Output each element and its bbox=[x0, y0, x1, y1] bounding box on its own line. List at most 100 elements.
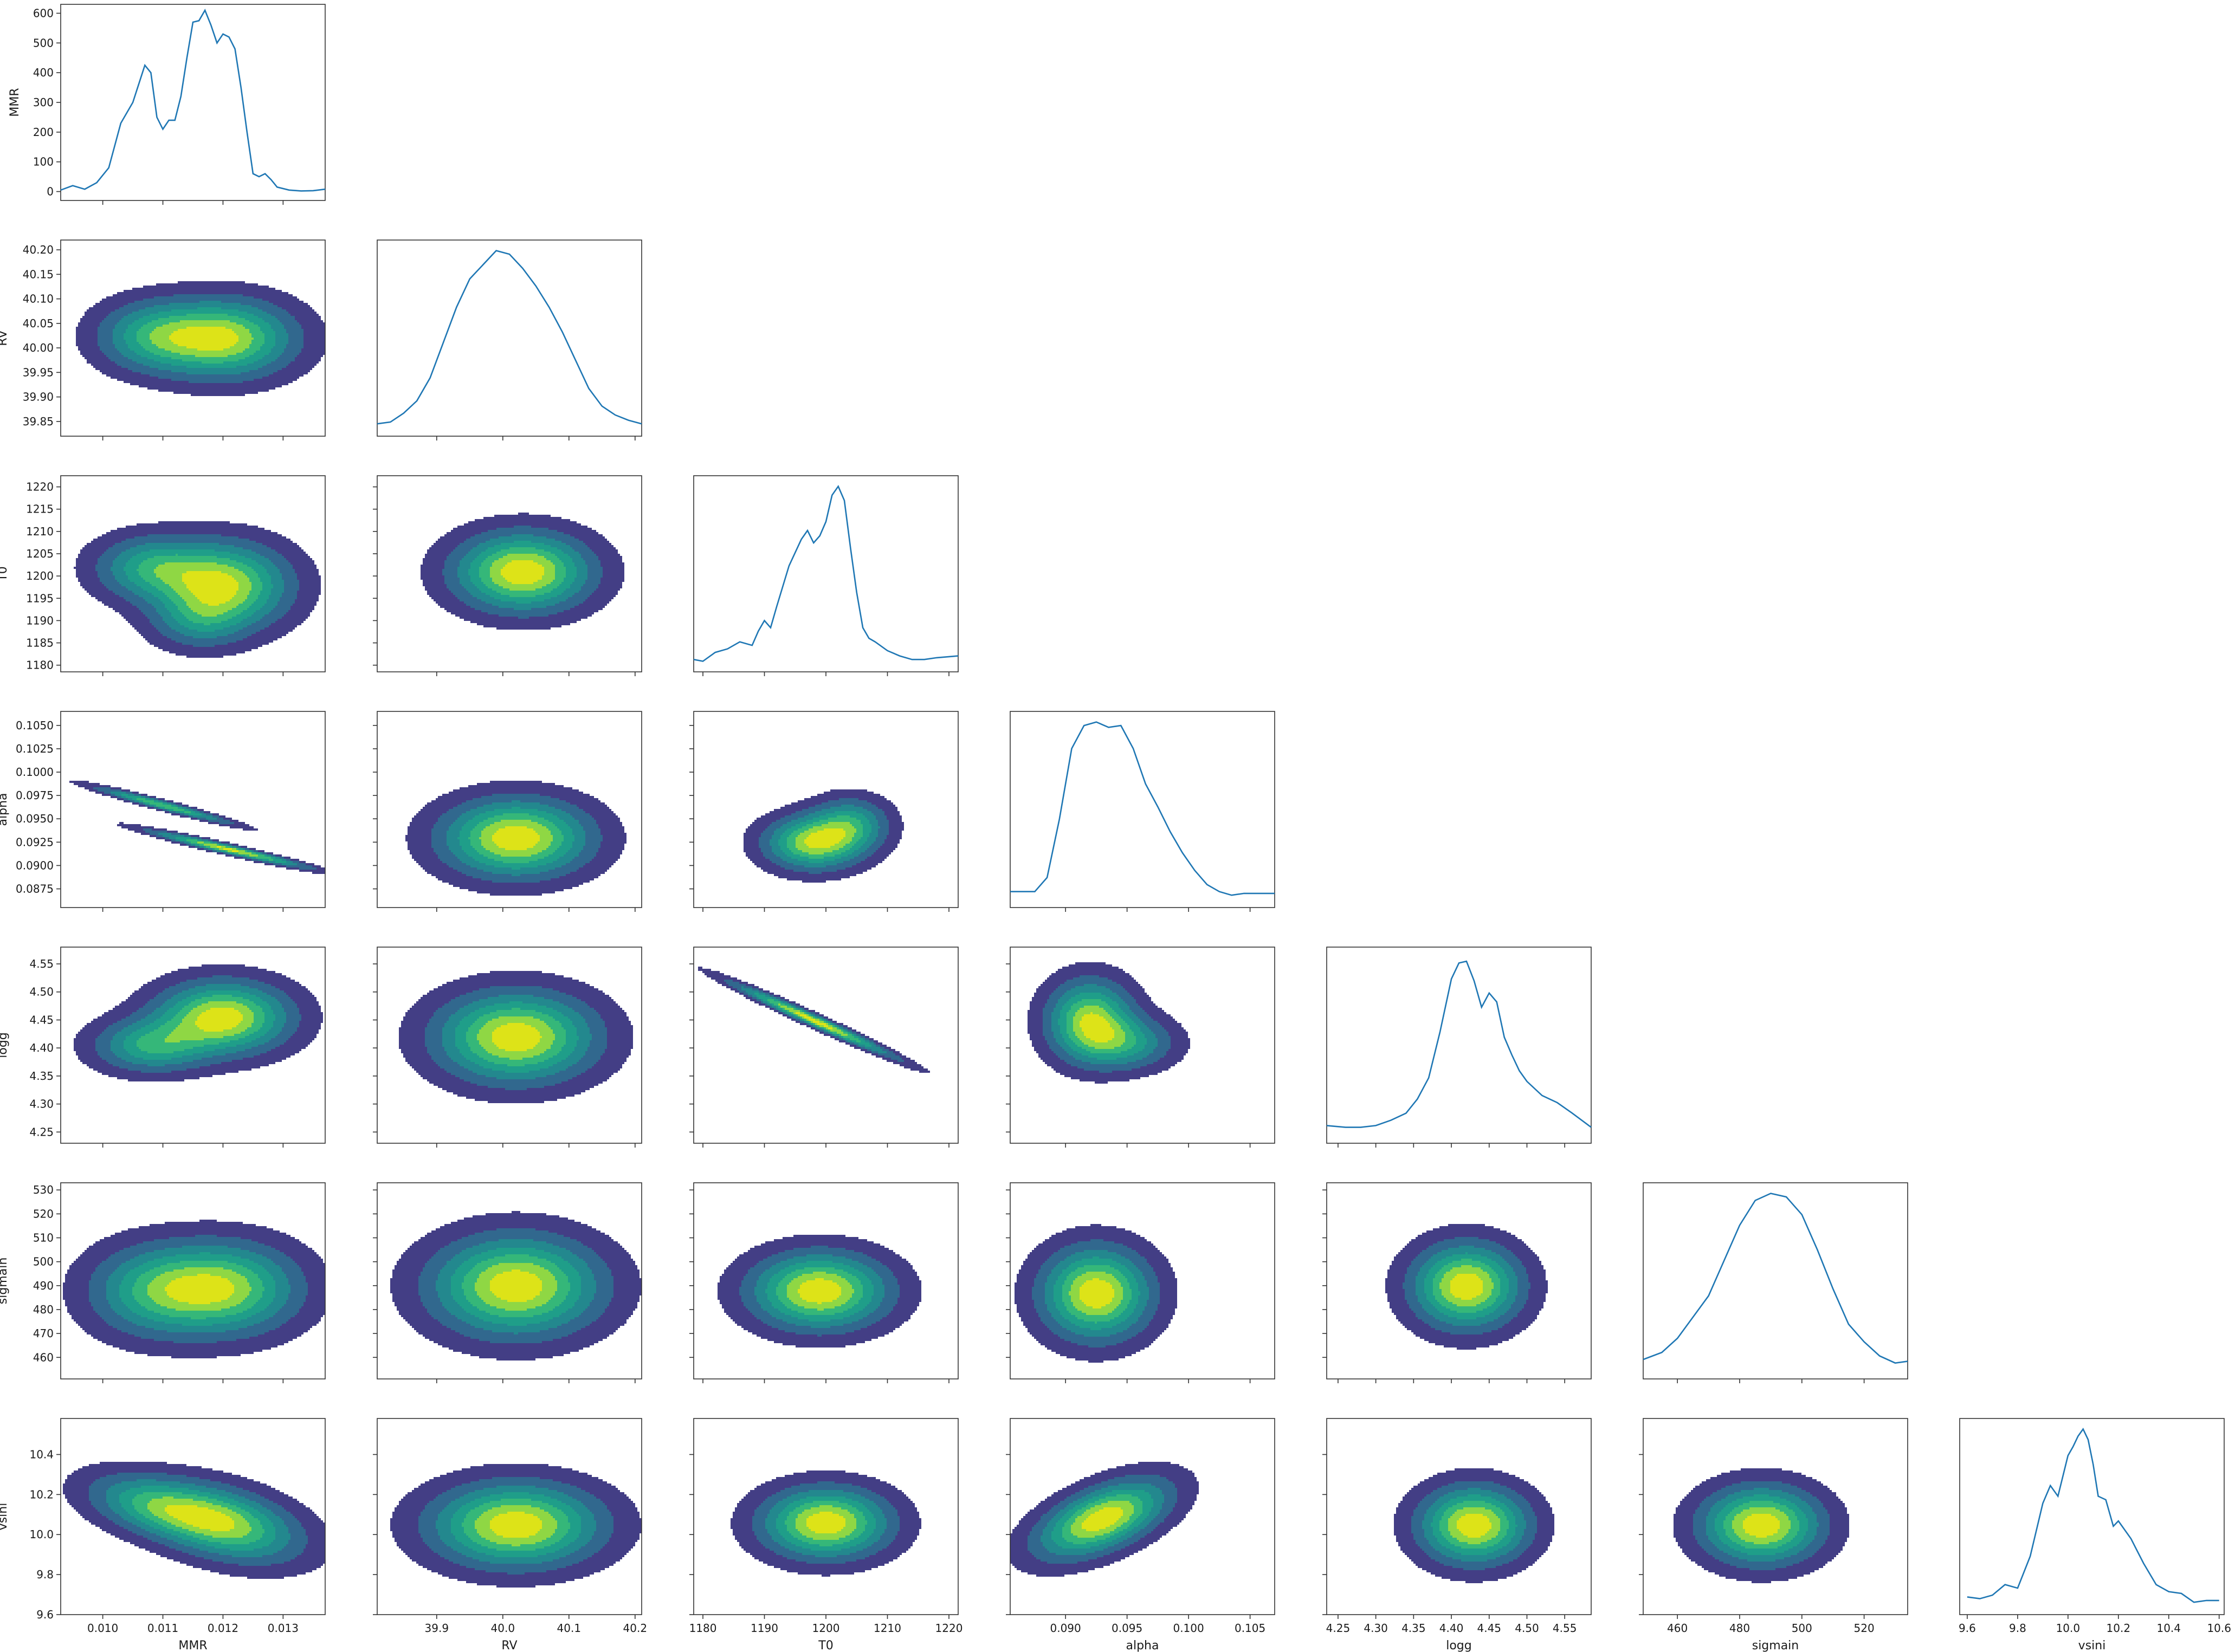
density-level-7 bbox=[1082, 1507, 1123, 1531]
y-tick-label: 40.10 bbox=[23, 293, 54, 306]
y-tick-label: 600 bbox=[33, 7, 54, 20]
density-level-7 bbox=[806, 1512, 845, 1533]
density-level-7 bbox=[1457, 1514, 1491, 1538]
panel-RV-sigmain bbox=[373, 1182, 642, 1383]
y-tick-label: 9.6 bbox=[36, 1608, 54, 1621]
x-tick-label: 4.40 bbox=[1439, 1622, 1464, 1635]
panel-diag-sigmain bbox=[1643, 1182, 1908, 1383]
panel-diag-alpha bbox=[1010, 711, 1275, 912]
y-tick-label: 510 bbox=[33, 1232, 54, 1245]
panel-alpha-vsini: 0.090 0.095 0.100 0.105 alpha bbox=[1006, 1418, 1275, 1652]
panel-T0-logg bbox=[689, 947, 959, 1148]
density-level-7 bbox=[1080, 1278, 1114, 1308]
density-level-1 bbox=[69, 781, 325, 874]
x-tick-label: 0.011 bbox=[147, 1622, 178, 1635]
y-tick-label: 4.55 bbox=[29, 957, 54, 970]
panel-frame bbox=[60, 475, 326, 672]
y-tick-label: 0.0900 bbox=[16, 859, 54, 872]
y-axis-label: vsini bbox=[0, 1503, 10, 1531]
panel-logg-sigmain bbox=[1322, 1182, 1592, 1383]
panel-diag-T0 bbox=[693, 475, 959, 676]
x-tick-label: 10.0 bbox=[2056, 1622, 2081, 1635]
y-tick-label: 520 bbox=[33, 1207, 54, 1220]
y-tick-label: 500 bbox=[33, 36, 54, 49]
y-tick-label: 1205 bbox=[26, 547, 54, 560]
y-tick-label: 39.90 bbox=[23, 391, 54, 404]
density-level-7 bbox=[501, 560, 544, 584]
panel-RV-vsini: 39.9 40.0 40.1 40.2 RV bbox=[373, 1418, 647, 1652]
density-level-7 bbox=[1450, 1274, 1483, 1300]
y-tick-label: 1210 bbox=[26, 525, 54, 538]
panel-frame bbox=[377, 475, 642, 672]
density-level-5 bbox=[137, 798, 273, 861]
panel-frame bbox=[60, 1418, 326, 1615]
density-curve bbox=[1643, 1193, 1908, 1364]
panel-diag-RV bbox=[377, 239, 642, 440]
y-tick-label: 0.1025 bbox=[16, 742, 54, 755]
y-tick-label: 0 bbox=[47, 185, 54, 198]
x-tick-label: 40.1 bbox=[557, 1622, 582, 1635]
y-tick-label: 200 bbox=[33, 126, 54, 139]
x-tick-label: 9.6 bbox=[1959, 1622, 1976, 1635]
panel-diag-vsini: 9.6 9.8 10.0 10.2 10.4 10.6 vsini bbox=[1959, 1418, 2231, 1652]
x-tick-label: 1180 bbox=[689, 1622, 717, 1635]
panel-frame bbox=[377, 711, 642, 908]
y-axis-label: alpha bbox=[0, 793, 10, 826]
density-curve bbox=[60, 9, 326, 192]
panel-frame bbox=[60, 239, 326, 437]
x-tick-label: 40.2 bbox=[623, 1622, 648, 1635]
panel-MMR-sigmain: 460 470 480 490 500 510 520 530 sigmain bbox=[0, 1182, 326, 1383]
y-tick-label: 4.40 bbox=[29, 1041, 54, 1054]
y-tick-label: 0.1000 bbox=[16, 766, 54, 779]
y-axis-label: logg bbox=[0, 1032, 10, 1058]
density-level-7 bbox=[490, 1269, 542, 1302]
y-tick-label: 300 bbox=[33, 96, 54, 109]
x-tick-label: 0.013 bbox=[268, 1622, 299, 1635]
x-tick-label: 1200 bbox=[812, 1622, 840, 1635]
x-tick-label: 500 bbox=[1792, 1622, 1812, 1635]
x-tick-label: 1190 bbox=[751, 1622, 778, 1635]
y-tick-label: 40.00 bbox=[23, 341, 54, 354]
x-tick-label: 4.25 bbox=[1326, 1622, 1351, 1635]
density-level-7 bbox=[165, 1505, 234, 1531]
y-tick-label: 4.45 bbox=[29, 1013, 54, 1026]
y-tick-label: 4.25 bbox=[29, 1125, 54, 1138]
y-tick-label: 100 bbox=[33, 156, 54, 169]
y-tick-label: 9.8 bbox=[36, 1568, 54, 1581]
y-tick-label: 1190 bbox=[26, 614, 54, 627]
panel-MMR-RV: 39.85 39.90 39.95 40.00 40.05 40.10 40.15 40.20… bbox=[0, 239, 326, 440]
y-tick-label: 500 bbox=[33, 1255, 54, 1268]
panel-sigmain-vsini: 460 480 500 520 sigmain bbox=[1639, 1418, 1908, 1652]
y-tick-label: 0.0950 bbox=[16, 812, 54, 825]
density-level-7 bbox=[492, 1023, 542, 1051]
y-tick-label: 0.1050 bbox=[16, 719, 54, 732]
x-axis-label: vsini bbox=[2078, 1639, 2106, 1652]
x-tick-label: 4.45 bbox=[1477, 1622, 1502, 1635]
panel-frame bbox=[1959, 1418, 2225, 1615]
y-tick-label: 40.15 bbox=[23, 268, 54, 281]
panel-frame bbox=[377, 1418, 642, 1615]
x-axis-label: alpha bbox=[1126, 1639, 1159, 1652]
density-level-7 bbox=[492, 826, 540, 850]
panel-frame bbox=[693, 475, 959, 672]
x-tick-label: 9.8 bbox=[2009, 1622, 2026, 1635]
panel-frame bbox=[1326, 1182, 1592, 1379]
x-tick-label: 0.012 bbox=[208, 1622, 238, 1635]
y-tick-label: 470 bbox=[33, 1327, 54, 1340]
panel-alpha-sigmain bbox=[1006, 1182, 1275, 1383]
y-tick-label: 10.0 bbox=[29, 1528, 54, 1541]
panel-RV-T0 bbox=[373, 475, 642, 676]
y-tick-label: 10.4 bbox=[29, 1448, 54, 1461]
y-axis-label: MMR bbox=[8, 88, 22, 116]
y-tick-label: 0.0975 bbox=[16, 789, 54, 802]
panel-frame bbox=[60, 711, 326, 908]
density-level-7 bbox=[165, 1274, 234, 1304]
panel-alpha-logg bbox=[1006, 947, 1275, 1148]
x-tick-label: 460 bbox=[1667, 1622, 1688, 1635]
y-tick-label: 1180 bbox=[26, 659, 54, 672]
y-tick-label: 1195 bbox=[26, 592, 54, 605]
y-tick-label: 400 bbox=[33, 66, 54, 79]
panel-frame bbox=[1010, 1418, 1275, 1615]
panel-frame bbox=[377, 1182, 642, 1379]
